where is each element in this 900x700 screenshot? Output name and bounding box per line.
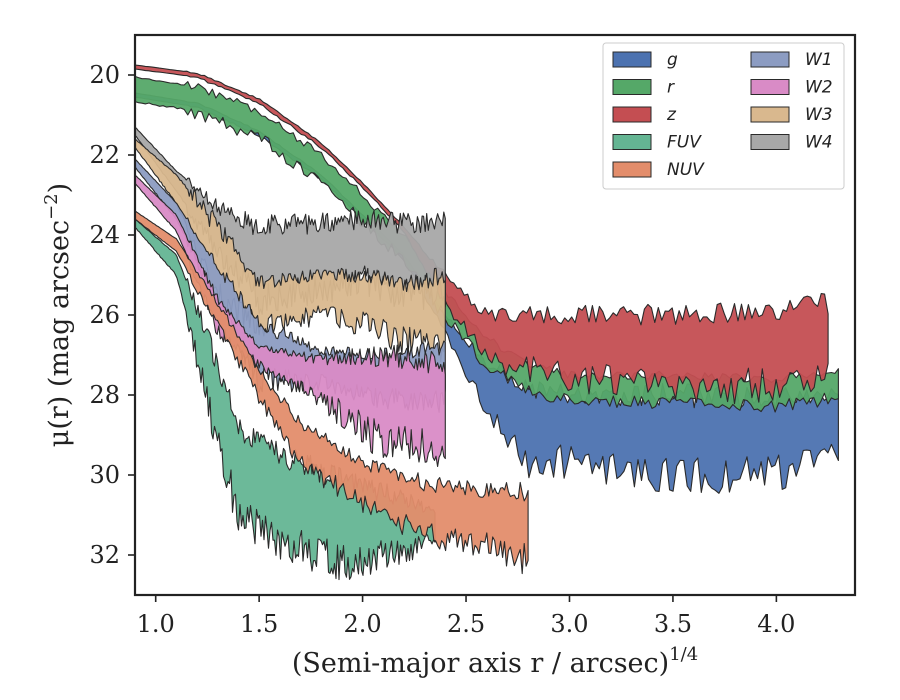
legend-label-fuv: FUV xyxy=(667,133,702,153)
x-tick-label: 2.5 xyxy=(447,610,485,638)
legend-label-w4: W4 xyxy=(805,133,833,153)
y-tick-label: 26 xyxy=(89,301,120,329)
x-tick-label: 3.5 xyxy=(654,610,692,638)
legend-label-w3: W3 xyxy=(805,105,833,125)
x-axis-label: (Semi-major axis r / arcsec)1/4 xyxy=(292,644,698,679)
x-tick-label: 1.0 xyxy=(137,610,175,638)
y-axis-label: μ(r) (mag arcsec−2) xyxy=(41,183,75,447)
legend-swatch-g xyxy=(612,51,652,68)
y-tick-label: 20 xyxy=(89,61,120,89)
x-tick-label: 2.0 xyxy=(344,610,382,638)
legend-swatch-w1 xyxy=(750,51,790,68)
y-tick-label: 22 xyxy=(89,141,120,169)
y-tick-label: 30 xyxy=(89,461,120,489)
legend-swatch-w4 xyxy=(750,134,790,150)
x-tick-label: 1.5 xyxy=(240,610,278,638)
legend-label-r: r xyxy=(667,78,675,98)
y-tick-label: 24 xyxy=(89,221,120,249)
x-axis: 1.0 1.5 2.0 2.5 3.0 3.5 4.0 xyxy=(137,595,795,638)
legend-label-g: g xyxy=(667,50,678,70)
series-band-z xyxy=(134,64,829,405)
y-axis: 20 22 24 26 28 30 32 xyxy=(89,61,135,569)
x-tick-label: 4.0 xyxy=(757,610,795,638)
legend-swatch-fuv xyxy=(612,134,652,150)
legend-label-w2: W2 xyxy=(805,78,833,98)
legend-swatch-w3 xyxy=(750,106,790,123)
legend-swatch-nuv xyxy=(612,161,652,178)
legend-swatch-z xyxy=(612,106,652,123)
x-tick-label: 3.0 xyxy=(550,610,588,638)
y-tick-label: 28 xyxy=(89,381,120,409)
legend-swatch-w2 xyxy=(750,79,790,95)
series-band-nuv xyxy=(134,210,529,575)
legend-label-nuv: NUV xyxy=(667,160,705,180)
legend-label-w1: W1 xyxy=(805,50,833,70)
series-layer xyxy=(134,64,839,581)
legend: grz FUV NUV W1 W2 W3 W4 xyxy=(602,42,845,190)
legend-swatch-r xyxy=(612,79,652,95)
legend-label-z: z xyxy=(666,105,677,125)
y-tick-label: 32 xyxy=(89,541,120,569)
